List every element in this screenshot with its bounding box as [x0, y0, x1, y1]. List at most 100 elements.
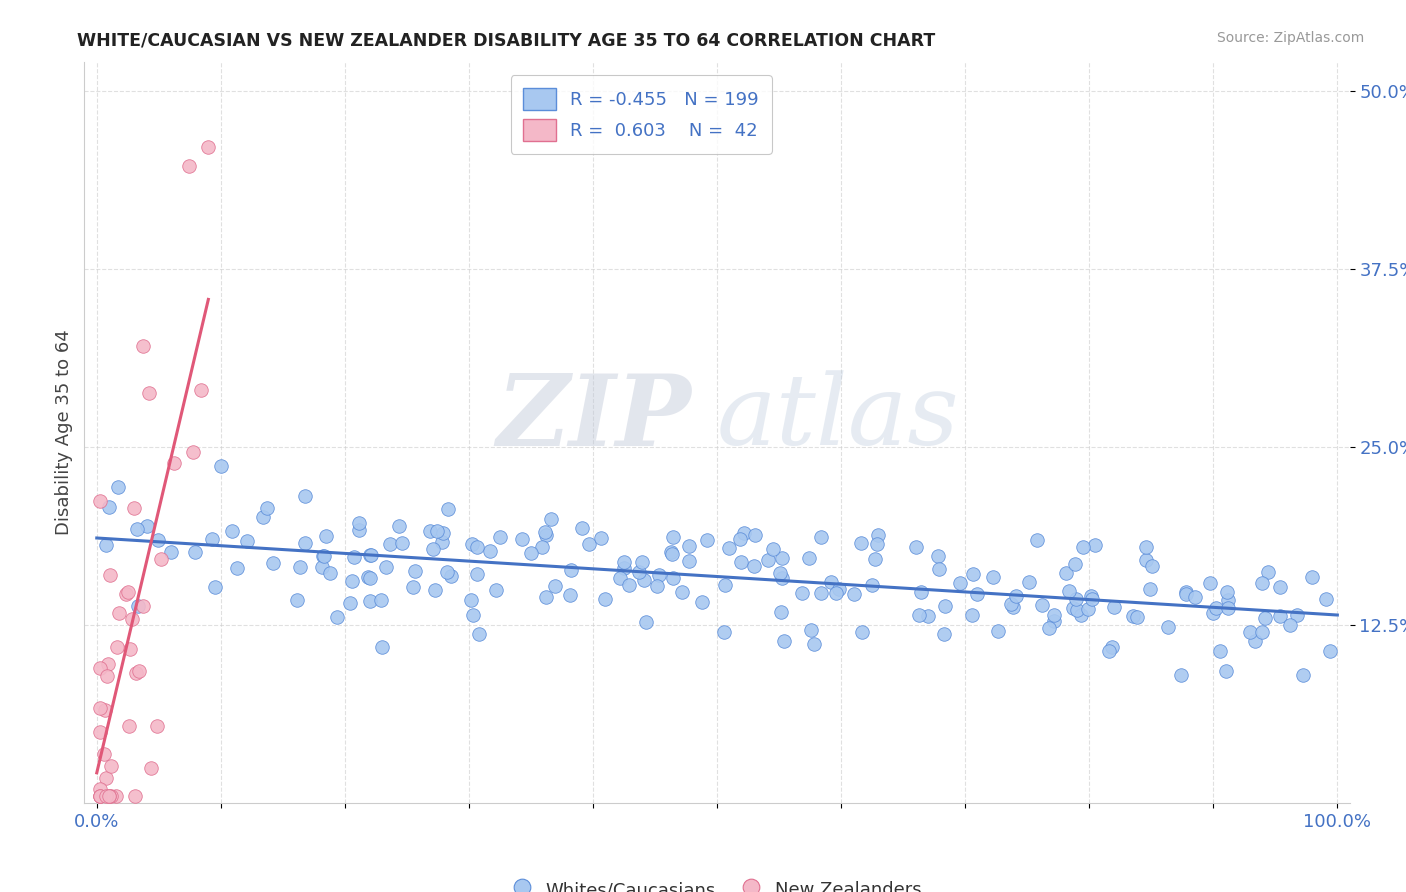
Point: [770, 571, 793, 585]
Point: [1174, 587, 1197, 601]
Point: [93, 747, 115, 761]
Point: [820, 575, 842, 590]
Point: [1292, 667, 1315, 681]
Point: [370, 640, 392, 654]
Point: [325, 610, 347, 624]
Point: [461, 536, 484, 550]
Point: [966, 587, 988, 601]
Text: ZIP: ZIP: [496, 369, 692, 466]
Point: [256, 501, 278, 516]
Point: [810, 530, 832, 544]
Point: [1157, 619, 1180, 633]
Point: [648, 568, 671, 582]
Point: [290, 559, 312, 574]
Point: [908, 608, 931, 623]
Point: [756, 553, 779, 567]
Point: [100, 759, 122, 773]
Point: [146, 719, 169, 733]
Point: [617, 578, 640, 592]
Point: [960, 608, 983, 623]
Point: [1126, 610, 1149, 624]
Point: [987, 624, 1010, 639]
Point: [402, 580, 425, 594]
Point: [138, 385, 160, 400]
Point: [1215, 665, 1237, 679]
Point: [225, 560, 247, 574]
Point: [1026, 533, 1049, 547]
Point: [467, 541, 489, 555]
Point: [1062, 601, 1084, 615]
Point: [609, 570, 631, 584]
Point: [1077, 602, 1099, 616]
Y-axis label: Disability Age 35 to 64: Disability Age 35 to 64: [55, 330, 73, 535]
Point: [357, 570, 380, 584]
Point: [645, 579, 668, 593]
Point: [118, 641, 141, 656]
Point: [1301, 569, 1323, 583]
Point: [422, 542, 444, 557]
Text: Source: ZipAtlas.com: Source: ZipAtlas.com: [1216, 31, 1364, 45]
Point: [201, 532, 224, 546]
Point: [661, 571, 683, 585]
Point: [824, 585, 846, 599]
Point: [221, 524, 243, 538]
Point: [927, 549, 949, 563]
Point: [236, 534, 259, 549]
Point: [1202, 606, 1225, 620]
Point: [440, 569, 463, 583]
Point: [613, 555, 636, 569]
Point: [733, 525, 755, 540]
Point: [139, 761, 162, 775]
Point: [728, 532, 751, 546]
Point: [1135, 541, 1157, 555]
Point: [127, 522, 149, 536]
Point: [89, 782, 111, 797]
Point: [810, 586, 832, 600]
Point: [125, 665, 148, 680]
Point: [97, 789, 120, 803]
Point: [1215, 584, 1237, 599]
Point: [678, 539, 700, 553]
Point: [432, 526, 454, 541]
Point: [122, 501, 145, 516]
Point: [1066, 603, 1088, 617]
Point: [340, 574, 363, 588]
Point: [803, 637, 825, 651]
Point: [633, 573, 655, 587]
Point: [910, 585, 932, 599]
Point: [294, 535, 316, 549]
Text: WHITE/CAUCASIAN VS NEW ZEALANDER DISABILITY AGE 35 TO 64 CORRELATION CHART: WHITE/CAUCASIAN VS NEW ZEALANDER DISABIL…: [77, 31, 935, 49]
Point: [343, 549, 366, 564]
Point: [117, 585, 139, 599]
Point: [132, 599, 155, 613]
Point: [1064, 592, 1087, 607]
Point: [1209, 644, 1232, 658]
Point: [520, 546, 543, 560]
Point: [1184, 590, 1206, 604]
Point: [94, 703, 117, 717]
Point: [1253, 611, 1275, 625]
Point: [949, 576, 972, 591]
Point: [866, 528, 889, 542]
Point: [1285, 608, 1308, 623]
Point: [631, 555, 654, 569]
Point: [613, 561, 636, 575]
Point: [359, 594, 381, 608]
Point: [696, 533, 718, 548]
Point: [89, 661, 111, 675]
Point: [204, 580, 226, 594]
Point: [89, 789, 111, 803]
Point: [94, 789, 117, 803]
Point: [917, 608, 939, 623]
Point: [1043, 614, 1066, 628]
Point: [636, 615, 658, 629]
Point: [209, 458, 232, 473]
Point: [436, 565, 458, 579]
Point: [197, 140, 219, 154]
Legend: Whites/Caucasians, New Zealanders: Whites/Caucasians, New Zealanders: [505, 871, 929, 892]
Point: [1268, 609, 1291, 624]
Point: [89, 701, 111, 715]
Point: [108, 607, 131, 621]
Point: [97, 500, 120, 514]
Point: [374, 560, 396, 574]
